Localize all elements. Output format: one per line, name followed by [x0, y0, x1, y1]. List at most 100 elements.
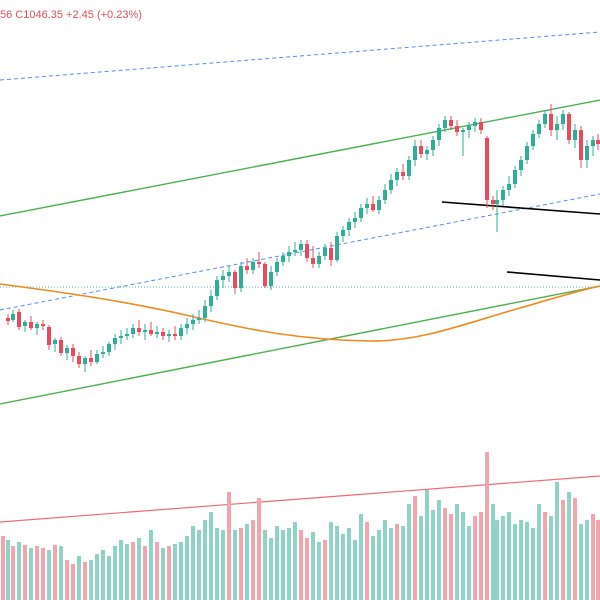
candlesticks [6, 104, 600, 372]
candle [125, 328, 129, 340]
candle [347, 218, 351, 236]
volume-bar [191, 526, 195, 600]
candle-body [419, 146, 423, 154]
candle [41, 320, 45, 330]
volume-bar [185, 536, 189, 600]
candle [185, 318, 189, 334]
candle [209, 290, 213, 312]
candle [59, 337, 63, 356]
candle-body [191, 320, 195, 324]
volume-bar [329, 522, 333, 600]
candle [395, 168, 399, 186]
candle [537, 120, 541, 138]
candle-body [203, 306, 207, 318]
candle [353, 212, 357, 228]
candle-body [113, 338, 117, 344]
candle-body [65, 348, 69, 353]
candle-body [377, 200, 381, 210]
candle [137, 320, 141, 336]
candle-body [347, 222, 351, 230]
candle-body [215, 280, 219, 296]
candle-body [485, 138, 489, 200]
candle-body [233, 272, 237, 288]
volume-bar [23, 545, 27, 600]
volume-bar [113, 546, 117, 600]
candle [519, 156, 523, 176]
candle-body [257, 262, 261, 264]
candle [473, 118, 477, 132]
candle-body [425, 150, 429, 154]
candle [513, 166, 517, 188]
candle [543, 110, 547, 128]
candle [167, 330, 171, 342]
candle-body [131, 328, 135, 334]
candle-body [401, 172, 405, 176]
volume-bar [341, 534, 345, 600]
candle-body [287, 252, 291, 256]
candle [269, 266, 273, 290]
candle-body [353, 218, 357, 222]
volume-bar [245, 524, 249, 600]
candle-body [299, 244, 303, 250]
volume-bar [596, 520, 600, 600]
candle-body [431, 140, 435, 150]
volume-bar [77, 556, 81, 600]
volume-bar [513, 524, 517, 600]
volume-bar [173, 544, 177, 600]
candle-body [125, 334, 129, 336]
volume-bar [1, 536, 5, 600]
moving-average-line[interactable] [0, 283, 600, 342]
candle-body [407, 160, 411, 176]
candle [17, 309, 21, 330]
drawings-layer[interactable] [0, 31, 600, 523]
candle [161, 328, 165, 340]
volume-bar [537, 504, 541, 600]
candle-body [507, 184, 511, 190]
volume-trendline[interactable] [0, 475, 600, 523]
channel-lower-line[interactable] [0, 285, 600, 405]
dashed-line-top[interactable] [0, 31, 600, 81]
volume-bar [531, 528, 535, 600]
candle [467, 122, 471, 138]
candle [579, 126, 583, 168]
volume-bar [317, 542, 321, 600]
candle-body [305, 244, 309, 258]
volume-bar [359, 514, 363, 600]
candle-body [185, 324, 189, 328]
candle [555, 116, 559, 140]
candle-body [293, 250, 297, 252]
volume-bar [573, 498, 577, 600]
candle [443, 116, 447, 132]
volume-bar [161, 548, 165, 600]
volume-bar [323, 540, 327, 600]
candle-body [585, 146, 589, 160]
candle [507, 176, 511, 196]
volume-bar [383, 520, 387, 600]
volume-bar [485, 452, 489, 600]
channel-mid-dashed-line[interactable] [0, 193, 600, 311]
candle-body [317, 256, 321, 264]
volume-bar [425, 490, 429, 600]
volume-bar [543, 512, 547, 600]
candle [65, 345, 69, 360]
candle [245, 258, 249, 274]
volume-bar [263, 530, 267, 600]
candle-body [107, 344, 111, 352]
candle-body [365, 204, 369, 208]
candle [311, 246, 315, 268]
candle-body [413, 146, 417, 160]
volume-bar [591, 514, 595, 600]
black-trendline-2[interactable] [506, 271, 600, 281]
volume-bar [495, 520, 499, 600]
candle [449, 116, 453, 130]
volume-bar [125, 544, 129, 600]
candle [425, 146, 429, 160]
channel-upper-line[interactable] [0, 99, 600, 217]
candle-body [173, 334, 177, 336]
candle-body [161, 332, 165, 336]
black-trendline-1[interactable] [441, 201, 600, 215]
volume-bar [389, 528, 393, 600]
volume-bar [41, 548, 45, 600]
volume-bar [579, 524, 583, 600]
